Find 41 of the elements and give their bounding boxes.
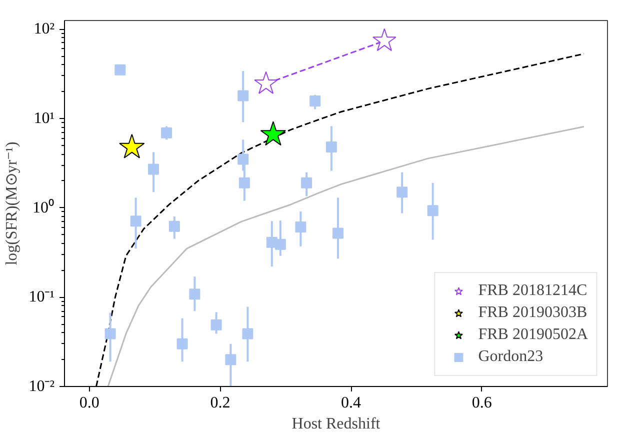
point (295, 222, 306, 233)
point (238, 154, 249, 165)
point (176, 338, 188, 350)
legend-label: Gordon23 (478, 348, 544, 366)
point (372, 28, 396, 52)
point (301, 177, 312, 188)
point (326, 141, 337, 152)
y-tick-label: 10⁰ (32, 198, 54, 216)
x-tick-label: 0.2 (210, 394, 230, 412)
legend-label: FRB 20190502A (478, 326, 588, 344)
x-tick-label: 0.6 (472, 394, 492, 412)
point (210, 319, 222, 330)
x-tick-label: 0.0 (79, 394, 100, 412)
point (310, 95, 321, 106)
point (238, 177, 250, 188)
point (161, 127, 172, 138)
point (254, 71, 278, 94)
y-axis-title: log(SFR)(M⊙yr⁻¹) (4, 142, 21, 266)
point (148, 164, 159, 175)
x-tick-label: 0.4 (341, 394, 362, 412)
point (274, 238, 286, 250)
point (225, 354, 236, 366)
point (332, 228, 344, 239)
point (168, 220, 180, 232)
point (260, 121, 286, 146)
legend-label: FRB 20190303B (478, 304, 588, 322)
y-tick-label: 10⁻¹ (28, 288, 55, 306)
point (242, 328, 254, 340)
point (114, 64, 126, 76)
point (427, 205, 438, 216)
legend-label: FRB 20181214C (478, 282, 588, 300)
y-tick-label: 10¹ (34, 110, 55, 127)
point (119, 134, 145, 158)
y-tick-label: 10² (34, 20, 55, 38)
point (104, 328, 116, 340)
y-tick-label: 10⁻² (28, 378, 55, 395)
point (238, 90, 249, 102)
point (189, 288, 200, 300)
x-axis-title: Host Redshift (292, 416, 381, 432)
point (130, 216, 142, 227)
point (396, 186, 408, 198)
